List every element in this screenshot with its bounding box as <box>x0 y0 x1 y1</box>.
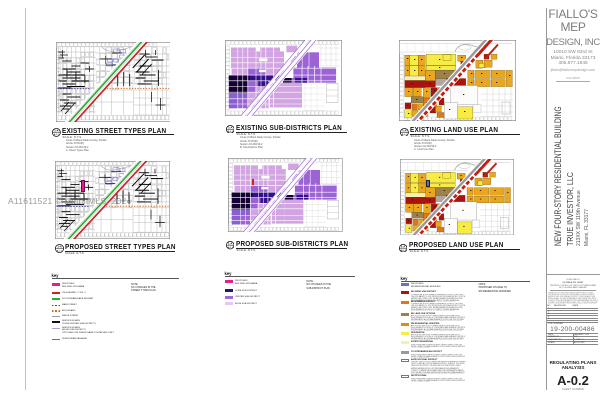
svg-text:1-A: 1-A <box>228 125 232 129</box>
svg-text:1-A: 1-A <box>54 129 58 133</box>
svg-text:A-0.1: A-0.1 <box>227 130 233 133</box>
svg-text:1-A: 1-A <box>401 244 405 248</box>
svg-text:1-A: 1-A <box>402 128 406 132</box>
svg-text:A-0.1: A-0.1 <box>227 246 233 249</box>
svg-text:A-0.1: A-0.1 <box>400 249 406 252</box>
svg-text:A-0.1: A-0.1 <box>56 250 62 253</box>
svg-text:1-A: 1-A <box>228 242 232 246</box>
svg-text:A-0.1: A-0.1 <box>54 133 60 136</box>
svg-text:1-A: 1-A <box>57 245 61 249</box>
svg-text:A-0.1: A-0.1 <box>402 133 408 136</box>
